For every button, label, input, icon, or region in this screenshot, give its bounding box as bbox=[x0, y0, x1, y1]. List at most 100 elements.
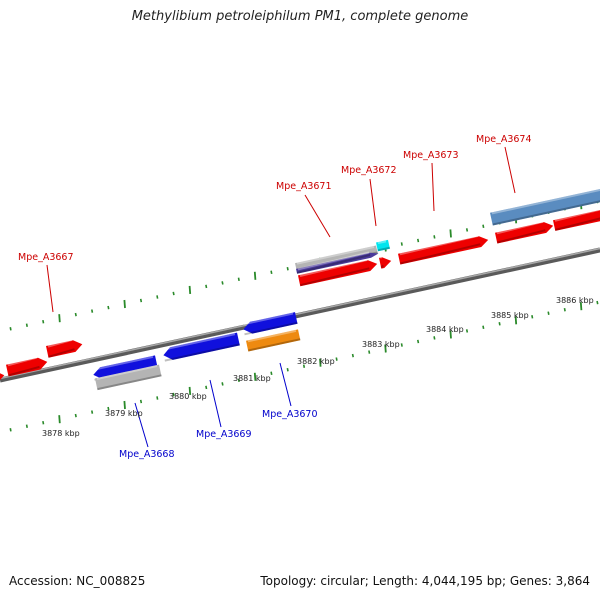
gene-mpe-a3669[interactable] bbox=[163, 332, 241, 362]
gene-mpe-a3671-lower[interactable] bbox=[298, 259, 378, 287]
tick-mark bbox=[400, 343, 403, 347]
tick-mark bbox=[270, 270, 273, 275]
tick-mark bbox=[123, 400, 126, 410]
tick-mark bbox=[237, 378, 240, 383]
scale-label-3884: 3884 kbp bbox=[426, 325, 464, 334]
gene-mpe-a3674-steelblue[interactable] bbox=[490, 187, 600, 226]
tick-mark bbox=[42, 420, 45, 425]
tick-mark bbox=[156, 295, 159, 299]
gene-cyan[interactable] bbox=[376, 239, 391, 252]
gene-mpe-a3672[interactable] bbox=[379, 256, 392, 269]
tick-mark bbox=[400, 242, 403, 246]
tick-mark bbox=[417, 339, 420, 344]
tick-mark bbox=[205, 385, 208, 390]
gene-forward-partial[interactable] bbox=[0, 371, 5, 384]
leader-mpe-a3674 bbox=[504, 146, 516, 194]
tick-mark bbox=[9, 428, 12, 432]
leader-mpe-a3668 bbox=[134, 402, 149, 448]
tick-mark bbox=[25, 424, 28, 428]
scale-label-3878: 3878 kbp bbox=[42, 429, 80, 438]
scale-labels: 3878 kbp 3879 kbp 3880 kbp 3881 kbp 3882… bbox=[42, 296, 594, 438]
gene-features bbox=[0, 187, 600, 391]
gene-label-mpe-a3673[interactable]: Mpe_A3673 bbox=[403, 150, 459, 161]
genome-backbone bbox=[0, 247, 600, 383]
gene-labels: Mpe_A3667 Mpe_A3671 Mpe_A3672 Mpe_A3673 … bbox=[18, 134, 532, 460]
scale-label-3886: 3886 kbp bbox=[556, 296, 594, 305]
tick-mark bbox=[547, 311, 550, 315]
tick-mark bbox=[286, 367, 289, 372]
tick-mark bbox=[107, 406, 110, 411]
scale-label-3879: 3879 kbp bbox=[105, 409, 143, 418]
tick-mark bbox=[433, 336, 436, 340]
tick-mark bbox=[579, 302, 583, 311]
scale-label-3885: 3885 kbp bbox=[491, 311, 529, 320]
tick-mark bbox=[58, 415, 61, 424]
gene-mpe-a3667[interactable] bbox=[46, 338, 83, 358]
tick-mark bbox=[417, 238, 420, 243]
tick-mark bbox=[42, 319, 45, 324]
gene-label-mpe-a3669[interactable]: Mpe_A3669 bbox=[196, 429, 252, 440]
gene-mpe-a3673[interactable] bbox=[398, 234, 489, 265]
gene-forward[interactable] bbox=[6, 356, 48, 377]
tick-mark bbox=[237, 277, 240, 282]
tick-mark bbox=[368, 350, 371, 354]
tick-mark bbox=[91, 410, 94, 414]
tick-mark bbox=[123, 299, 126, 309]
genome-backbone-highlight bbox=[0, 247, 600, 380]
gene-label-mpe-a3672[interactable]: Mpe_A3672 bbox=[341, 165, 397, 176]
tick-mark bbox=[286, 266, 289, 271]
tick-mark bbox=[139, 298, 143, 303]
scale-label-3883: 3883 kbp bbox=[362, 340, 400, 349]
scale-label-3881: 3881 kbp bbox=[233, 374, 271, 383]
tick-mark bbox=[74, 312, 77, 317]
gene-mpe-a3674-b[interactable] bbox=[553, 208, 600, 231]
map-title: Methylibium petroleiphilum PM1, complete… bbox=[131, 9, 469, 24]
tick-mark bbox=[319, 358, 322, 367]
tick-mark bbox=[221, 382, 224, 386]
scale-label-3880: 3880 kbp bbox=[169, 392, 207, 401]
gene-label-mpe-a3671[interactable]: Mpe_A3671 bbox=[276, 181, 332, 192]
tick-mark bbox=[91, 309, 94, 313]
tick-mark bbox=[253, 372, 257, 381]
tick-mark bbox=[563, 307, 566, 312]
tick-mark bbox=[465, 228, 469, 232]
tick-mark bbox=[205, 284, 208, 289]
gene-mpe-a3674-a[interactable] bbox=[495, 220, 554, 244]
tick-mark bbox=[107, 305, 110, 310]
tick-mark bbox=[25, 323, 28, 327]
tick-mark bbox=[465, 329, 469, 333]
gene-label-mpe-a3674[interactable]: Mpe_A3674 bbox=[476, 134, 532, 145]
gene-label-mpe-a3667[interactable]: Mpe_A3667 bbox=[18, 252, 74, 263]
gene-mpe-a3668-grey[interactable] bbox=[95, 364, 162, 391]
tick-mark bbox=[449, 229, 452, 238]
accession-text: Accession: NC_008825 bbox=[9, 574, 146, 588]
tick-mark bbox=[498, 322, 501, 326]
tick-mark bbox=[270, 371, 273, 376]
tick-mark bbox=[74, 413, 77, 418]
scale-label-3882: 3882 kbp bbox=[297, 357, 335, 366]
tick-mark bbox=[596, 300, 599, 305]
tick-mark bbox=[335, 357, 338, 361]
leader-mpe-a3669 bbox=[209, 379, 222, 428]
gene-label-mpe-a3670[interactable]: Mpe_A3670 bbox=[262, 409, 318, 420]
leader-mpe-a3672 bbox=[369, 178, 377, 227]
tick-mark bbox=[188, 386, 192, 395]
tick-mark bbox=[221, 281, 224, 285]
genome-stats-text: Topology: circular; Length: 4,044,195 bp… bbox=[260, 574, 590, 588]
gene-mpe-a3671-purple[interactable] bbox=[296, 251, 379, 274]
tick-mark bbox=[139, 399, 143, 404]
gene-mpe-a3670-blue[interactable] bbox=[243, 312, 298, 336]
tick-mark bbox=[9, 327, 12, 331]
tick-mark bbox=[58, 314, 61, 323]
leader-mpe-a3671 bbox=[304, 194, 331, 238]
gene-label-mpe-a3668[interactable]: Mpe_A3668 bbox=[119, 449, 175, 460]
tick-mark bbox=[514, 316, 518, 325]
tick-mark bbox=[482, 325, 485, 330]
tick-mark bbox=[433, 235, 436, 239]
tick-mark bbox=[302, 364, 306, 368]
leader-mpe-a3670 bbox=[279, 362, 292, 407]
tick-mark bbox=[172, 291, 175, 296]
tick-mark bbox=[351, 353, 354, 358]
gene-mpe-a3670[interactable] bbox=[246, 329, 301, 352]
